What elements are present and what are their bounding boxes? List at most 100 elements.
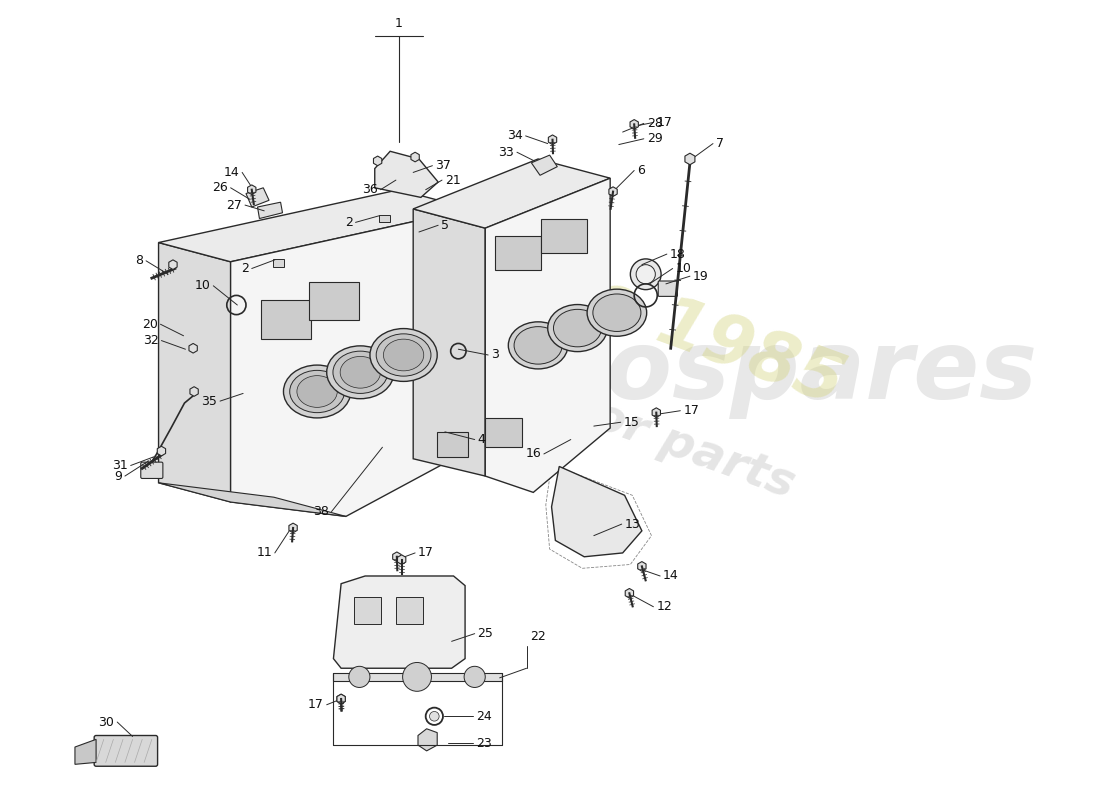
FancyBboxPatch shape [378, 214, 390, 222]
Text: eurospares: eurospares [422, 326, 1037, 418]
Circle shape [429, 711, 439, 721]
Polygon shape [248, 185, 256, 194]
Ellipse shape [333, 351, 387, 394]
Text: 35: 35 [201, 394, 217, 408]
Text: 8: 8 [135, 254, 143, 267]
Ellipse shape [384, 339, 424, 371]
FancyBboxPatch shape [541, 218, 587, 253]
Text: 14: 14 [223, 166, 240, 179]
Text: 10: 10 [675, 262, 692, 275]
Text: 22: 22 [530, 630, 547, 643]
Text: 17: 17 [657, 116, 672, 129]
FancyBboxPatch shape [141, 462, 163, 478]
Ellipse shape [327, 346, 394, 398]
Polygon shape [685, 153, 695, 165]
Text: a passion for parts: a passion for parts [314, 294, 801, 508]
Polygon shape [289, 523, 297, 533]
Polygon shape [337, 694, 345, 704]
Ellipse shape [587, 289, 647, 336]
FancyBboxPatch shape [273, 259, 285, 266]
Text: 14: 14 [663, 570, 679, 582]
Polygon shape [411, 152, 419, 162]
Ellipse shape [553, 310, 602, 347]
FancyBboxPatch shape [95, 735, 157, 766]
Text: 12: 12 [657, 600, 672, 614]
Polygon shape [333, 576, 465, 668]
Polygon shape [414, 159, 611, 228]
Text: since 1985: since 1985 [434, 211, 852, 418]
Text: 19: 19 [693, 270, 708, 282]
Polygon shape [75, 739, 96, 764]
Polygon shape [157, 446, 166, 456]
Text: 11: 11 [256, 546, 272, 559]
Polygon shape [231, 209, 471, 517]
Text: 23: 23 [475, 737, 492, 750]
Ellipse shape [297, 376, 338, 407]
Text: 33: 33 [498, 146, 514, 158]
Text: 27: 27 [227, 198, 242, 211]
Text: 29: 29 [647, 132, 662, 146]
Polygon shape [414, 209, 485, 476]
Text: 10: 10 [195, 279, 210, 292]
Ellipse shape [340, 357, 381, 388]
Text: 36: 36 [362, 183, 377, 196]
Text: 17: 17 [308, 698, 323, 711]
Polygon shape [418, 729, 437, 751]
Text: 2: 2 [344, 216, 353, 229]
Ellipse shape [593, 294, 641, 331]
Ellipse shape [284, 365, 351, 418]
Text: 20: 20 [142, 318, 157, 330]
Text: 13: 13 [625, 518, 640, 530]
Circle shape [636, 265, 656, 284]
Polygon shape [168, 260, 177, 270]
FancyBboxPatch shape [485, 418, 521, 447]
Text: 34: 34 [507, 130, 522, 142]
Text: 5: 5 [441, 218, 449, 232]
Polygon shape [638, 562, 646, 571]
Circle shape [464, 666, 485, 687]
Polygon shape [374, 156, 382, 166]
Circle shape [403, 662, 431, 691]
FancyBboxPatch shape [437, 432, 468, 457]
Polygon shape [246, 188, 270, 207]
Polygon shape [190, 386, 198, 396]
Polygon shape [531, 155, 558, 175]
Polygon shape [189, 343, 197, 353]
Text: 37: 37 [436, 159, 451, 172]
Polygon shape [375, 151, 438, 198]
Text: 3: 3 [491, 349, 499, 362]
Text: 2: 2 [241, 262, 249, 275]
Text: 15: 15 [624, 416, 639, 429]
Polygon shape [158, 190, 471, 262]
Ellipse shape [548, 305, 607, 352]
FancyBboxPatch shape [309, 282, 360, 320]
Polygon shape [337, 694, 345, 704]
Text: 24: 24 [475, 710, 492, 722]
Text: 7: 7 [716, 137, 724, 150]
Ellipse shape [376, 334, 431, 376]
Polygon shape [549, 135, 557, 145]
Polygon shape [257, 202, 283, 218]
Text: 28: 28 [647, 117, 662, 130]
Polygon shape [158, 242, 231, 502]
Text: 30: 30 [99, 715, 114, 729]
Text: 21: 21 [444, 174, 461, 186]
Text: 17: 17 [418, 546, 433, 559]
Text: 26: 26 [212, 182, 228, 194]
Text: 25: 25 [477, 627, 494, 640]
Circle shape [349, 666, 370, 687]
Text: 1: 1 [395, 18, 403, 30]
Text: 6: 6 [637, 164, 645, 177]
Polygon shape [485, 178, 611, 492]
Text: 16: 16 [525, 447, 541, 461]
Circle shape [630, 259, 661, 290]
Text: 17: 17 [683, 404, 700, 418]
Ellipse shape [370, 329, 437, 382]
FancyBboxPatch shape [396, 597, 422, 624]
Ellipse shape [508, 322, 568, 369]
FancyBboxPatch shape [495, 236, 541, 270]
Polygon shape [609, 187, 617, 197]
FancyBboxPatch shape [353, 597, 381, 624]
Text: 9: 9 [114, 470, 122, 482]
FancyBboxPatch shape [333, 673, 502, 681]
